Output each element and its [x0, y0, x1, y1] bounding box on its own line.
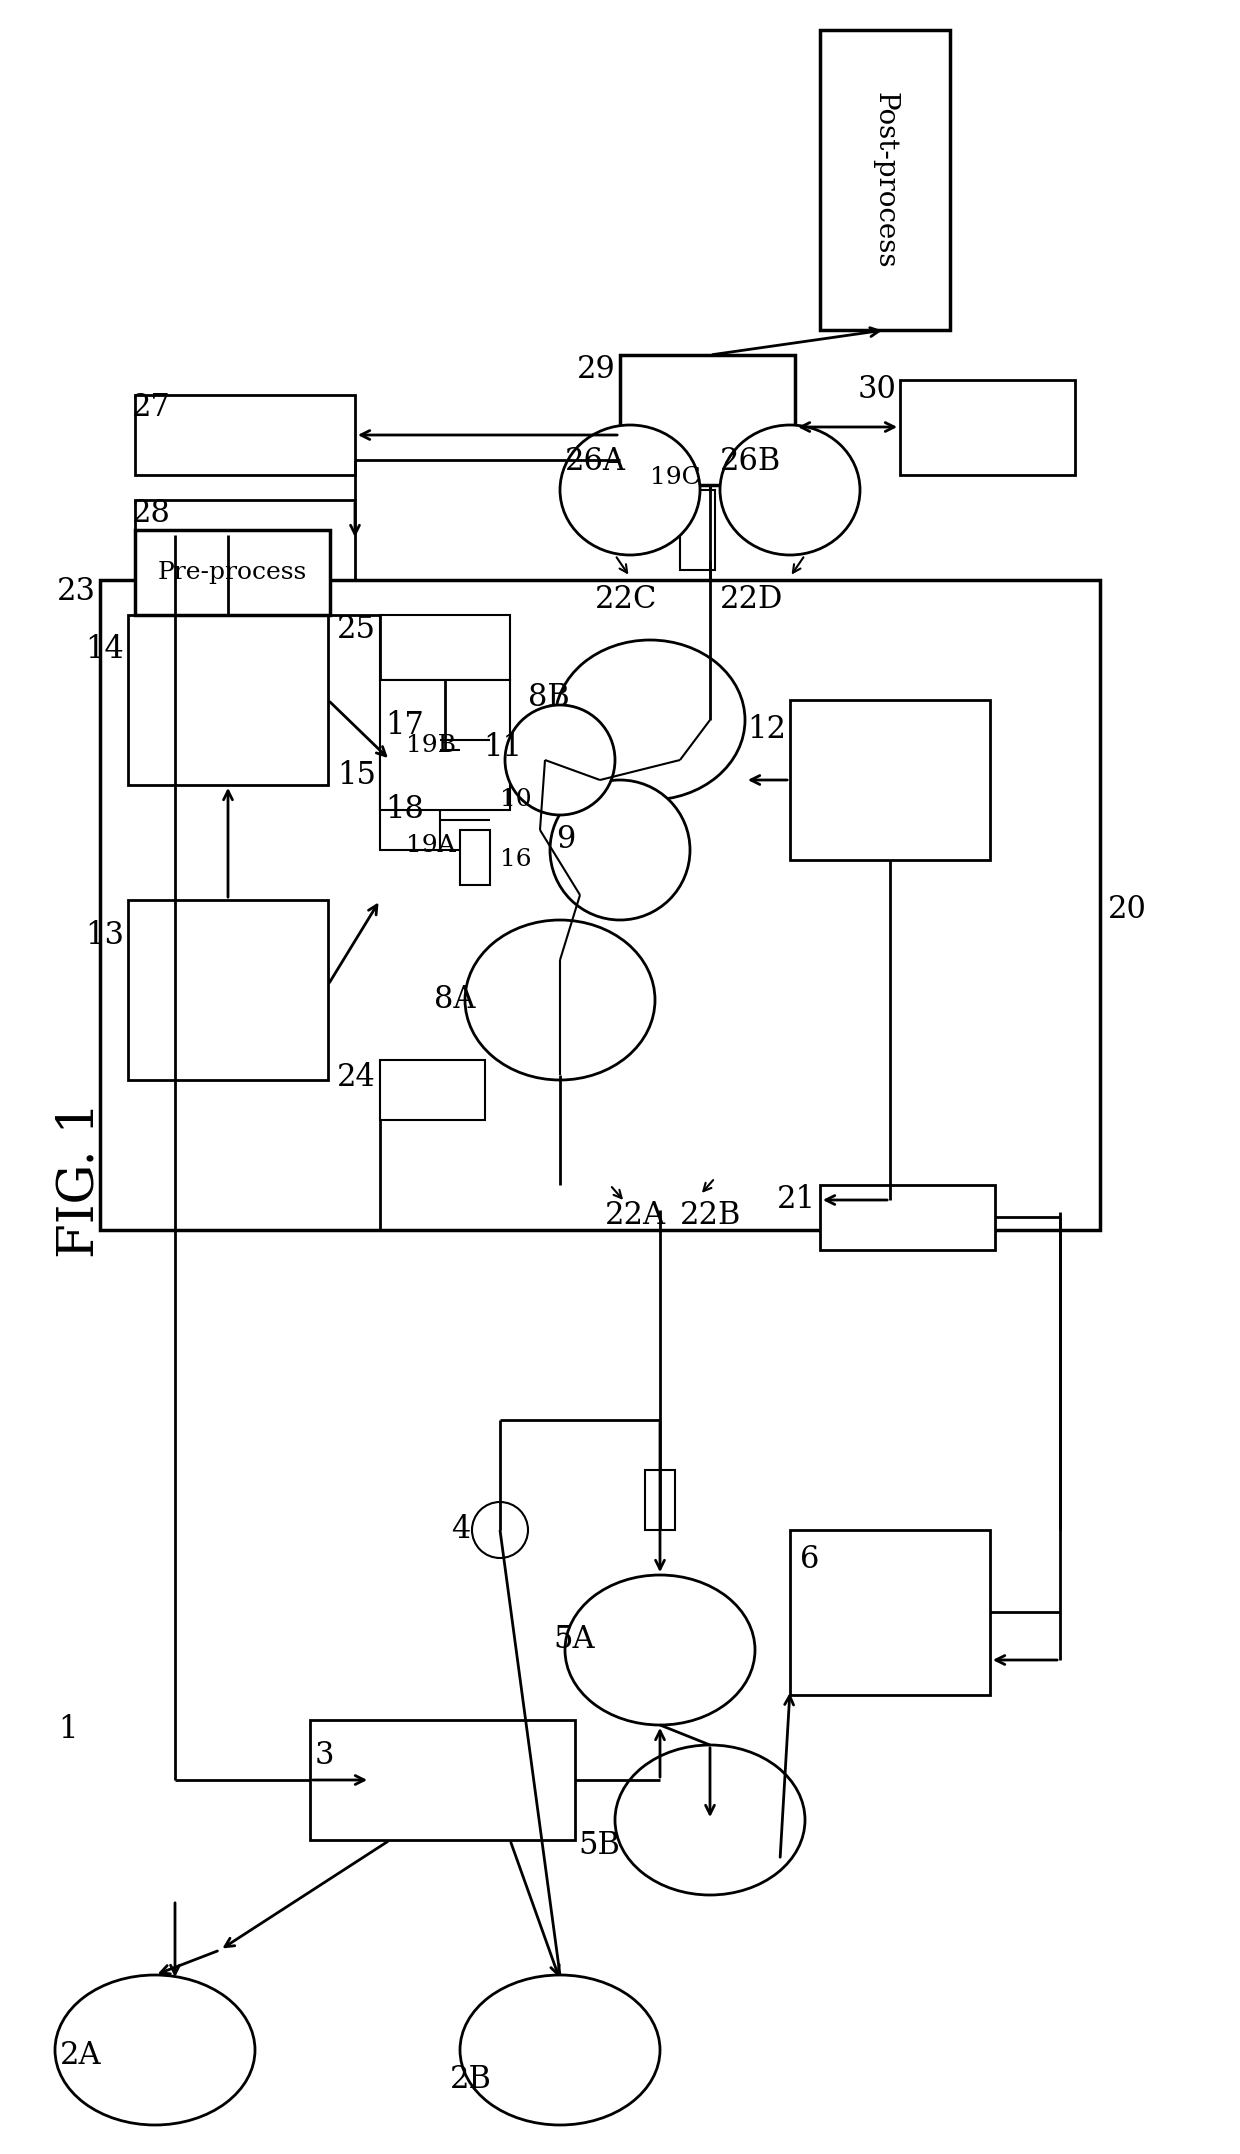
Ellipse shape	[556, 640, 745, 799]
Text: 19B: 19B	[405, 735, 456, 756]
Bar	[128, 616, 329, 784]
Bar	[820, 1185, 994, 1249]
Text: 11: 11	[484, 732, 522, 763]
Bar	[310, 1721, 575, 1840]
Text: 28: 28	[131, 498, 171, 528]
Ellipse shape	[720, 424, 861, 556]
Text: 12: 12	[746, 715, 786, 745]
Text: 3: 3	[315, 1740, 335, 1771]
Bar	[135, 394, 355, 476]
Text: 29: 29	[578, 355, 616, 386]
Text: 10: 10	[500, 788, 532, 812]
Bar	[790, 700, 990, 859]
Text: 18: 18	[386, 795, 424, 825]
Ellipse shape	[551, 780, 689, 920]
Text: 6: 6	[800, 1544, 820, 1575]
Ellipse shape	[465, 920, 655, 1079]
Text: 16: 16	[500, 849, 532, 872]
Text: 1: 1	[58, 1715, 78, 1745]
Text: 5A: 5A	[553, 1624, 595, 1656]
Text: 5B: 5B	[578, 1829, 620, 1861]
Text: 4: 4	[451, 1514, 470, 1547]
Text: 9: 9	[556, 825, 575, 855]
Text: 27: 27	[131, 392, 171, 424]
Bar	[379, 681, 510, 810]
Text: 22D: 22D	[720, 584, 784, 616]
Text: 13: 13	[86, 920, 124, 950]
Text: 22A: 22A	[605, 1200, 666, 1230]
Text: 15: 15	[337, 760, 376, 791]
Text: 21: 21	[777, 1185, 816, 1215]
Text: Post-process: Post-process	[872, 93, 899, 269]
Bar	[135, 530, 330, 616]
Text: 19C: 19C	[650, 467, 701, 489]
Text: 22B: 22B	[680, 1200, 742, 1230]
Text: 23: 23	[57, 577, 95, 607]
Bar	[460, 730, 490, 784]
Ellipse shape	[505, 704, 615, 814]
Ellipse shape	[55, 1975, 255, 2126]
Text: 26B: 26B	[720, 446, 781, 478]
Ellipse shape	[460, 1975, 660, 2126]
Text: FIG. 1: FIG. 1	[55, 1103, 104, 1258]
Text: 8A: 8A	[434, 984, 476, 1015]
Ellipse shape	[615, 1745, 805, 1896]
Ellipse shape	[560, 424, 701, 556]
Bar	[379, 616, 510, 681]
Text: 2B: 2B	[450, 2064, 492, 2096]
Text: 2A: 2A	[60, 2040, 102, 2070]
Bar	[135, 500, 355, 579]
Text: 20: 20	[1109, 894, 1147, 926]
Text: 24: 24	[337, 1062, 376, 1094]
Bar	[820, 30, 950, 330]
Text: 17: 17	[386, 709, 424, 741]
Bar	[900, 379, 1075, 476]
Text: Pre-process: Pre-process	[157, 560, 308, 584]
Bar	[379, 1060, 485, 1120]
Text: 26A: 26A	[565, 446, 626, 478]
Text: 14: 14	[86, 635, 124, 666]
Bar	[460, 829, 490, 885]
Bar	[790, 1529, 990, 1695]
Bar	[645, 1469, 675, 1529]
Text: 8B: 8B	[528, 683, 570, 713]
Ellipse shape	[565, 1575, 755, 1725]
Bar	[379, 750, 440, 851]
Bar	[620, 355, 795, 485]
Bar	[100, 579, 1100, 1230]
Text: 22C: 22C	[595, 584, 657, 616]
Text: 30: 30	[857, 375, 897, 405]
Text: 19A: 19A	[407, 834, 456, 857]
Circle shape	[472, 1501, 528, 1557]
Bar	[128, 900, 329, 1079]
Text: 25: 25	[337, 614, 376, 646]
Bar	[680, 489, 715, 571]
